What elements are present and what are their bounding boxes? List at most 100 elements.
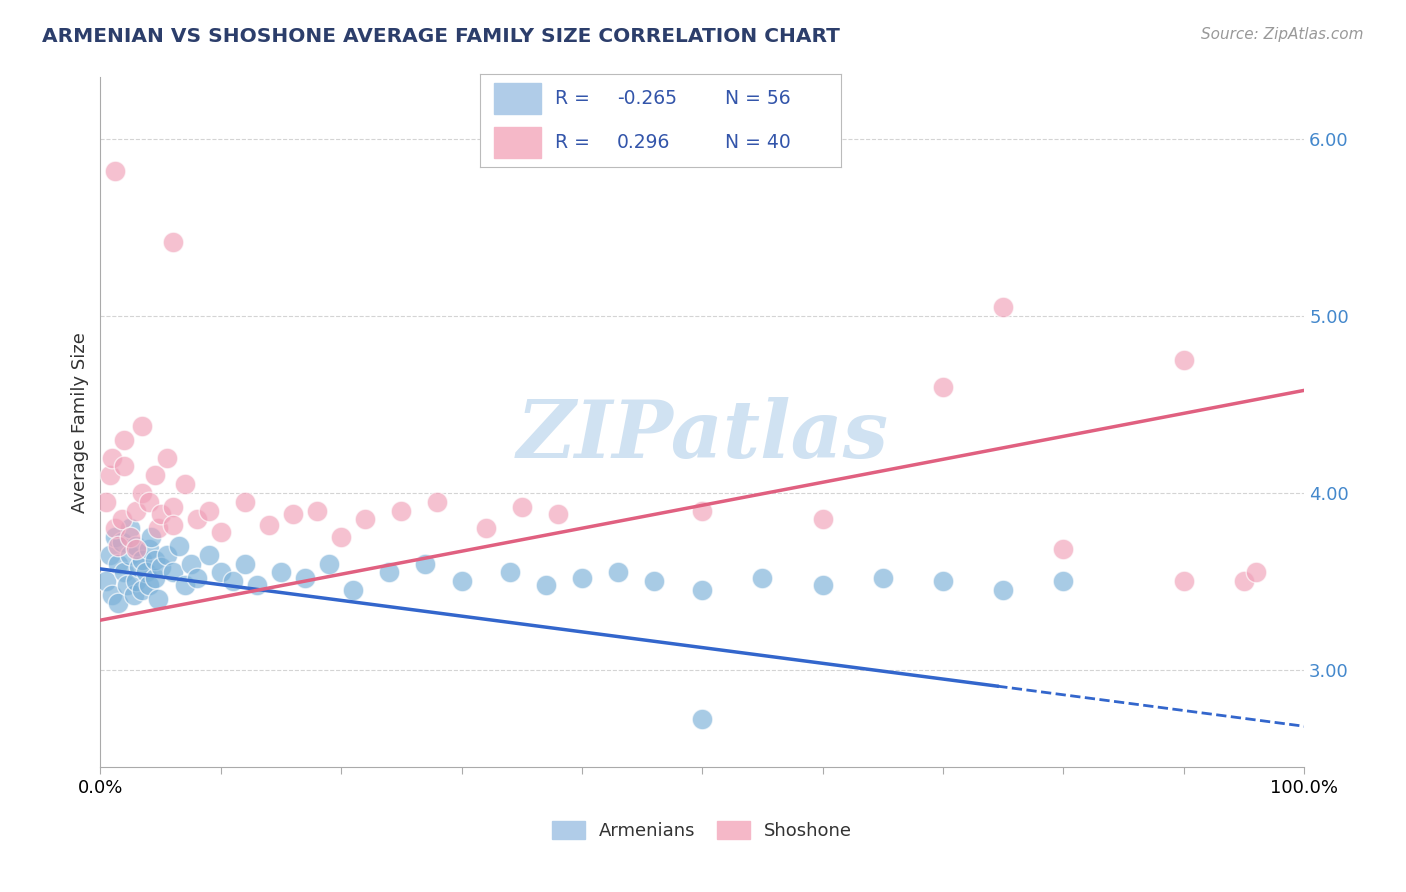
Point bbox=[139, 530, 162, 544]
Point bbox=[186, 512, 208, 526]
Point bbox=[222, 574, 245, 589]
Point bbox=[415, 557, 437, 571]
Point bbox=[993, 300, 1015, 314]
Point bbox=[474, 521, 496, 535]
Point bbox=[378, 566, 401, 580]
Point bbox=[690, 712, 713, 726]
Point bbox=[115, 578, 138, 592]
Point bbox=[426, 494, 449, 508]
Point bbox=[571, 571, 593, 585]
Point bbox=[257, 517, 280, 532]
Point bbox=[138, 542, 160, 557]
Legend: Armenians, Shoshone: Armenians, Shoshone bbox=[546, 814, 859, 847]
Point bbox=[197, 548, 219, 562]
Point bbox=[122, 589, 145, 603]
Point bbox=[354, 512, 377, 526]
Point bbox=[510, 500, 533, 514]
Text: ARMENIAN VS SHOSHONE AVERAGE FAMILY SIZE CORRELATION CHART: ARMENIAN VS SHOSHONE AVERAGE FAMILY SIZE… bbox=[42, 27, 839, 45]
Point bbox=[143, 571, 166, 585]
Point bbox=[101, 450, 124, 465]
Point bbox=[1052, 542, 1074, 557]
Y-axis label: Average Family Size: Average Family Size bbox=[72, 332, 89, 513]
Point bbox=[281, 507, 304, 521]
Point bbox=[1052, 574, 1074, 589]
Point bbox=[389, 503, 412, 517]
Point bbox=[131, 418, 153, 433]
Point bbox=[690, 503, 713, 517]
Point bbox=[98, 548, 121, 562]
Point bbox=[1173, 574, 1195, 589]
Point bbox=[149, 560, 172, 574]
Point bbox=[246, 578, 269, 592]
Point bbox=[1244, 566, 1267, 580]
Point bbox=[932, 574, 955, 589]
Point bbox=[107, 595, 129, 609]
Point bbox=[1233, 574, 1256, 589]
Point bbox=[98, 468, 121, 483]
Point bbox=[173, 477, 195, 491]
Point bbox=[811, 512, 834, 526]
Point bbox=[498, 566, 520, 580]
Point bbox=[146, 521, 169, 535]
Point bbox=[128, 560, 150, 574]
Point bbox=[233, 494, 256, 508]
Point bbox=[120, 530, 142, 544]
Point bbox=[993, 583, 1015, 598]
Point bbox=[96, 574, 118, 589]
Point bbox=[111, 535, 134, 549]
Point bbox=[155, 450, 177, 465]
Point bbox=[330, 530, 353, 544]
Point bbox=[318, 557, 340, 571]
Point bbox=[173, 578, 195, 592]
Point bbox=[197, 503, 219, 517]
Point bbox=[180, 557, 202, 571]
Point bbox=[186, 571, 208, 585]
Point bbox=[547, 507, 569, 521]
Point bbox=[155, 548, 177, 562]
Point bbox=[107, 557, 129, 571]
Point bbox=[101, 589, 124, 603]
Point bbox=[125, 503, 148, 517]
Point bbox=[143, 553, 166, 567]
Point bbox=[209, 566, 232, 580]
Point bbox=[162, 566, 184, 580]
Point bbox=[149, 507, 172, 521]
Point bbox=[120, 548, 142, 562]
Point bbox=[112, 566, 135, 580]
Point bbox=[690, 583, 713, 598]
Point bbox=[294, 571, 316, 585]
Point bbox=[111, 512, 134, 526]
Point bbox=[872, 571, 894, 585]
Point bbox=[143, 468, 166, 483]
Point bbox=[131, 583, 153, 598]
Point bbox=[932, 380, 955, 394]
Point bbox=[120, 521, 142, 535]
Point bbox=[138, 578, 160, 592]
Text: Source: ZipAtlas.com: Source: ZipAtlas.com bbox=[1201, 27, 1364, 42]
Point bbox=[270, 566, 292, 580]
Point bbox=[125, 539, 148, 553]
Point bbox=[125, 574, 148, 589]
Point bbox=[131, 553, 153, 567]
Point bbox=[233, 557, 256, 571]
Point bbox=[534, 578, 557, 592]
Point bbox=[146, 591, 169, 606]
Point bbox=[342, 583, 364, 598]
Point bbox=[450, 574, 472, 589]
Point bbox=[1173, 353, 1195, 368]
Point bbox=[104, 164, 127, 178]
Point bbox=[125, 542, 148, 557]
Point bbox=[209, 524, 232, 539]
Point bbox=[112, 433, 135, 447]
Point bbox=[107, 539, 129, 553]
Point bbox=[96, 494, 118, 508]
Text: ZIPatlas: ZIPatlas bbox=[516, 397, 889, 475]
Point bbox=[162, 235, 184, 249]
Point bbox=[135, 566, 157, 580]
Point bbox=[607, 566, 630, 580]
Point bbox=[138, 494, 160, 508]
Point bbox=[305, 503, 328, 517]
Point bbox=[162, 500, 184, 514]
Point bbox=[162, 517, 184, 532]
Point bbox=[104, 530, 127, 544]
